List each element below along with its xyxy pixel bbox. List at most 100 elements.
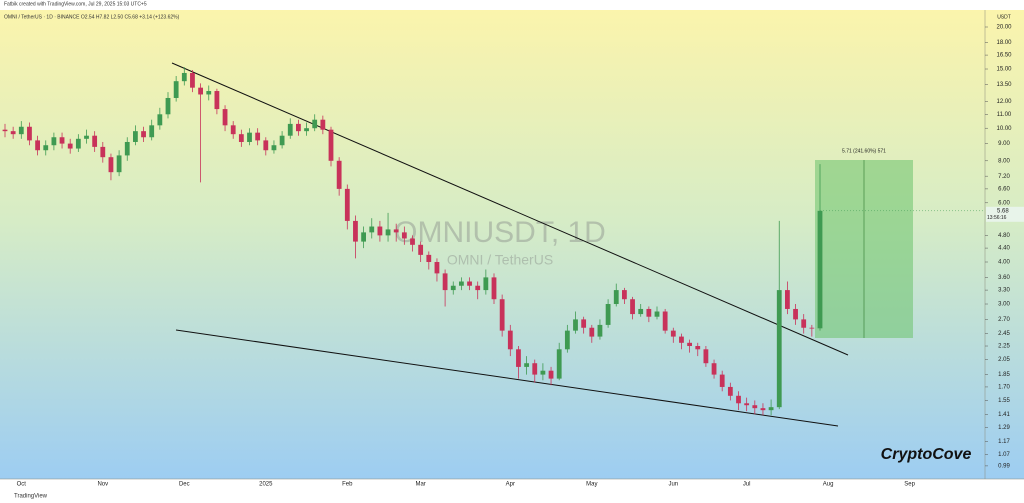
candle-body (703, 349, 709, 364)
price-axis-background (985, 10, 1024, 479)
candle-body (532, 363, 538, 375)
candle-body (181, 72, 187, 82)
candle-body (793, 308, 798, 320)
candle-body (271, 145, 277, 151)
x-tick-label: Apr (506, 482, 515, 488)
candle-body (51, 137, 57, 146)
candle-body (752, 405, 758, 409)
x-tick-label: Jun (668, 482, 678, 488)
candle-body (43, 145, 49, 151)
candle-body (320, 119, 326, 130)
candle-body (426, 254, 432, 263)
candle-body (630, 299, 635, 315)
candle-body (768, 407, 774, 411)
y-tick-label: 6.60 (998, 186, 1010, 192)
y-tick-label: 16.50 (996, 53, 1012, 59)
candle-body (760, 408, 766, 411)
candle-body (279, 135, 285, 146)
y-axis-label: USDT (997, 14, 1011, 20)
axes: 20.00 18.00 16.50 15.00 13.50 12.00 11.00 10.00… (17, 25, 1024, 488)
candle-body (84, 135, 89, 139)
candle-body (434, 262, 440, 274)
candle-body (589, 327, 595, 337)
candle-body (2, 129, 8, 132)
candle-body (377, 226, 383, 236)
y-tick-label: 2.25 (998, 344, 1010, 350)
candle-body (173, 81, 179, 98)
candle-body (393, 229, 399, 233)
last-price-tag (986, 206, 1024, 222)
y-tick-label: 1.55 (998, 398, 1010, 404)
candle-body (736, 395, 741, 404)
candle-body (287, 123, 293, 136)
y-tick-label: 1.70 (998, 385, 1010, 391)
y-tick-label: 2.70 (998, 317, 1010, 323)
candle-body (662, 311, 668, 331)
y-tick-label: 3.30 (998, 288, 1010, 294)
y-tick-label: 2.05 (998, 357, 1010, 363)
y-tick-label: 4.80 (998, 233, 1010, 239)
candle-body (507, 330, 513, 350)
lower-trendline (175, 329, 839, 427)
y-tick-label: 1.41 (998, 412, 1010, 418)
candle-body (410, 238, 415, 245)
y-tick-label: 0.99 (998, 463, 1010, 469)
candle-body (450, 285, 456, 291)
candle-body (255, 132, 261, 141)
candle-body (369, 226, 375, 233)
candle-body (646, 308, 652, 317)
candles (2, 67, 823, 416)
candle-body (483, 277, 489, 291)
candle-body (581, 319, 587, 328)
candle-body (564, 330, 570, 350)
candle-body (18, 126, 24, 135)
candle-body (92, 135, 98, 147)
candle-body (687, 342, 692, 347)
y-tick-label: 4.40 (998, 246, 1010, 252)
candle-body (622, 290, 627, 300)
candle-body (165, 97, 171, 115)
candle-body (540, 370, 546, 375)
candle-body (605, 304, 611, 325)
candle-body (141, 131, 146, 138)
candle-body (263, 140, 269, 151)
candle-body (418, 244, 424, 255)
candle-body (467, 281, 472, 286)
candle-body (75, 138, 81, 149)
brand: CryptoCove (881, 446, 972, 463)
y-tick-label: 13.50 (996, 82, 1012, 88)
candle-body (573, 319, 578, 331)
x-tick-label: Dec (179, 482, 190, 488)
candle-body (442, 273, 448, 291)
candle-body (491, 277, 497, 300)
candle-body (499, 299, 505, 331)
x-tick-label: Oct (17, 482, 27, 488)
candle-body (247, 132, 252, 142)
y-tick-label: 4.00 (998, 260, 1010, 266)
candle-body (133, 131, 138, 142)
candle-body (719, 374, 725, 387)
candle-body (206, 91, 212, 95)
countdown: 13:56:16 (987, 215, 1007, 221)
x-tick-label: Jul (743, 482, 751, 488)
y-tick-label: 1.17 (998, 439, 1010, 445)
candle-body (328, 129, 334, 161)
candle-body (475, 285, 481, 291)
candle-body (785, 290, 790, 309)
candle-body (222, 109, 228, 126)
y-tick-label: 18.00 (996, 40, 1012, 46)
candle-body (198, 87, 203, 95)
candle-body (809, 327, 815, 329)
candle-body (312, 119, 318, 129)
candle-body (361, 232, 366, 242)
candle-body (214, 91, 220, 110)
candle-body (654, 311, 660, 317)
candle-body (711, 363, 717, 375)
candle-body (817, 210, 823, 329)
x-tick-label: Nov (97, 482, 108, 488)
position-label: 5.71 (241.60%) 571 (842, 148, 886, 154)
candle-body (744, 403, 750, 406)
x-tick-label: Aug (823, 482, 834, 488)
candle-body (59, 137, 65, 144)
y-tick-label: 9.00 (998, 141, 1010, 147)
